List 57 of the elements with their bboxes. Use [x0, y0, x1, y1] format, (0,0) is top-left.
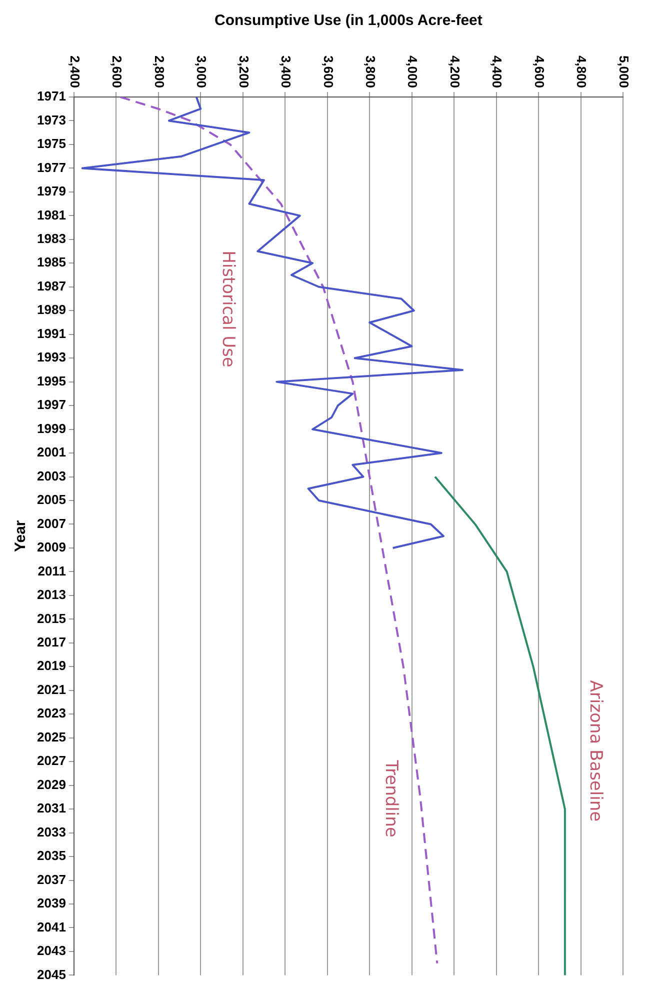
y-tick-label: 1991 — [37, 326, 66, 341]
text: Historical Use — [218, 250, 238, 368]
y-tick-label: 2001 — [37, 444, 66, 460]
y-tick-label: 1987 — [37, 278, 66, 294]
y-tick-label: 2003 — [37, 468, 66, 484]
y-tick-label: 2037 — [37, 872, 66, 887]
text: Arizona Baseline — [586, 680, 606, 822]
y-tick-label: 2031 — [37, 800, 66, 816]
x-tick-label: 3,800 — [363, 55, 378, 88]
x-tick-label: 3,200 — [236, 55, 252, 88]
y-tick-label: 2029 — [37, 776, 66, 792]
x-tick-label: 5,000 — [616, 55, 632, 88]
y-tick-label: 2021 — [37, 682, 66, 697]
y-tick-label: 1985 — [37, 254, 66, 270]
x-tick-label: 3,000 — [194, 55, 210, 88]
x-tick-label: 4,200 — [447, 55, 462, 88]
y-tick-label: 1979 — [37, 184, 66, 199]
y-tick-label: 2009 — [37, 540, 66, 555]
y-tick-label: 2005 — [37, 492, 66, 508]
y-tick-label: 1977 — [37, 160, 66, 175]
y-tick-label: 1989 — [37, 302, 66, 318]
x-axis-title: Consumptive Use (in 1,000s Acre-feet — [214, 12, 482, 30]
y-tick-label: 2017 — [37, 634, 66, 650]
y-tick-label: 1971 — [37, 88, 66, 104]
y-tick-label: 2023 — [37, 706, 66, 721]
y-tick-label: 2045 — [37, 966, 66, 982]
y-tick-label: 2011 — [38, 563, 66, 578]
x-tick-label: 4,800 — [574, 55, 590, 88]
y-tick-label: 2043 — [37, 943, 66, 958]
y-tick-label: 1997 — [37, 397, 66, 412]
x-tick-label: 3,600 — [320, 55, 336, 88]
y-axis-title: Year — [12, 520, 30, 552]
y-tick-label: 2035 — [37, 848, 66, 864]
x-tick-label: 3,400 — [278, 55, 294, 88]
x-tick-label: 2,800 — [152, 55, 167, 88]
y-tick-label: 2007 — [37, 516, 66, 531]
y-tick-label: 1973 — [37, 112, 66, 128]
y-tick-label: 1983 — [37, 230, 66, 246]
y-tick-label: 2019 — [37, 658, 66, 674]
y-tick-label: 1981 — [37, 207, 66, 222]
x-tick-label: 4,600 — [532, 55, 547, 88]
x-tick-label: 2,600 — [110, 55, 125, 88]
x-tick-label: 4,400 — [490, 55, 505, 88]
y-tick-label: 1999 — [37, 420, 66, 436]
x-tick-label: 2,400 — [67, 55, 82, 88]
y-tick-label: 2027 — [37, 753, 66, 768]
x-tick-label: 4,000 — [405, 55, 420, 88]
y-tick-label: 2013 — [37, 587, 66, 602]
y-tick-label: 2041 — [37, 919, 66, 934]
y-tick-label: 2025 — [37, 729, 66, 744]
y-tick-label: 2015 — [37, 610, 66, 626]
y-tick-label: 1993 — [37, 350, 66, 365]
y-tick-label: 2033 — [37, 824, 66, 840]
y-tick-label: 1975 — [37, 136, 66, 152]
text: Trendline — [380, 759, 401, 838]
y-tick-label: 2039 — [37, 896, 66, 911]
y-tick-label: 1995 — [37, 373, 66, 388]
